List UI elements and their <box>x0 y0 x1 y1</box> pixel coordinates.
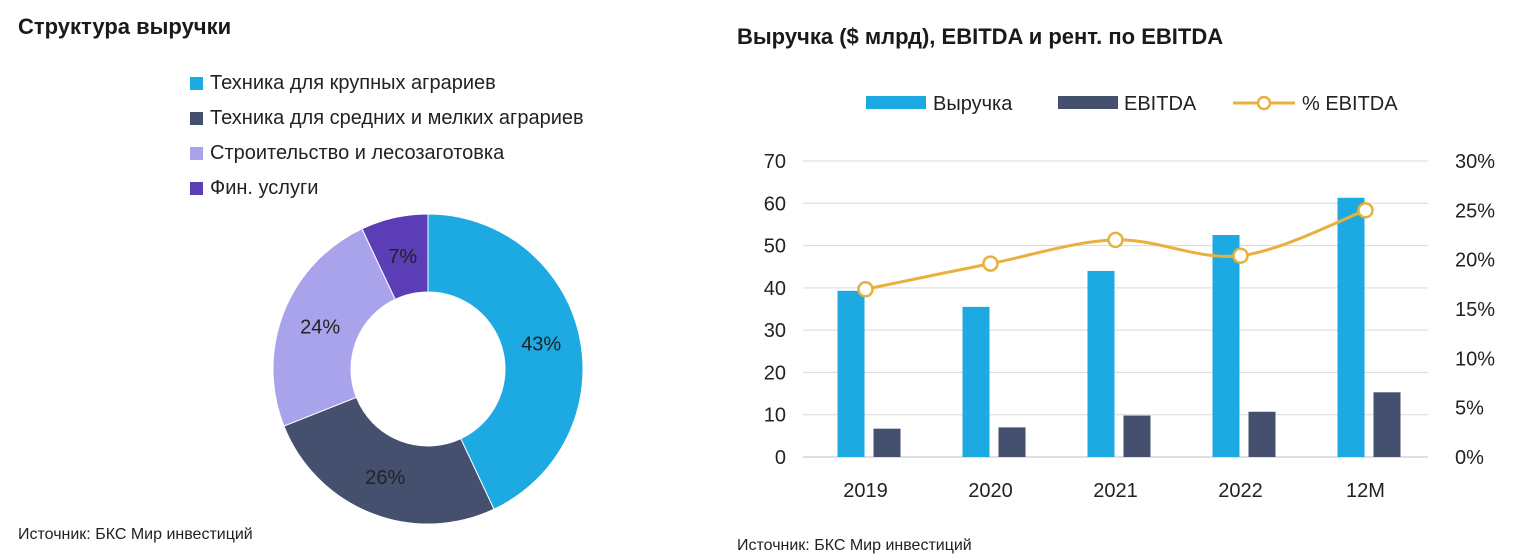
x-tick-label: 2021 <box>1093 480 1138 502</box>
revenue-bar <box>837 290 865 457</box>
legend-label: Техника для средних и мелких аграриев <box>210 107 584 129</box>
revenue-structure-donut-chart: 43% 26% 24% 7% <box>272 213 584 525</box>
revenue-bar <box>962 306 990 457</box>
y-left-tick-label: 0 <box>775 447 786 469</box>
legend-label: Техника для крупных аграриев <box>210 72 496 94</box>
ebitda-margin-point <box>1232 247 1249 264</box>
y-left-tick-label: 60 <box>764 193 786 215</box>
donut-slice-label: 24% <box>300 316 340 338</box>
ebitda-bar <box>1248 411 1276 457</box>
y-left-tick-label: 30 <box>764 320 786 342</box>
donut-slice <box>283 396 495 525</box>
x-tick-label: 2022 <box>1218 480 1263 502</box>
ebitda-margin-point <box>982 255 999 272</box>
left-source-note: Источник: БКС Мир инвестиций <box>18 526 253 543</box>
y-right-tick-label: 10% <box>1455 348 1495 370</box>
y-left-tick-label: 10 <box>764 405 786 427</box>
legend-item: Техника для крупных аграриев <box>190 66 584 101</box>
ebitda-margin-point <box>1107 231 1124 249</box>
x-tick-label: 12M <box>1346 480 1385 502</box>
legend-label: EBITDA <box>1124 93 1197 115</box>
legend-swatch <box>1058 96 1118 109</box>
y-right-tick-label: 30% <box>1455 151 1495 173</box>
ebitda-bar <box>1123 415 1151 457</box>
revenue-ebitda-chart-title: Выручка ($ млрд), EBITDA и рент. по EBIT… <box>737 24 1224 49</box>
y-right-tick-label: 25% <box>1455 200 1495 222</box>
y-right-tick-label: 5% <box>1455 398 1484 420</box>
legend-marker <box>1256 95 1272 111</box>
legend-label: % EBITDA <box>1302 93 1398 115</box>
revenue-structure-title: Структура выручки <box>18 14 232 39</box>
revenue-bar <box>1337 197 1365 457</box>
ebitda-margin-line <box>865 208 1367 291</box>
legend-swatch <box>190 77 203 90</box>
chart-legend: Выручка EBITDA % EBITDA <box>866 93 1398 115</box>
y-left-tick-label: 40 <box>764 278 786 300</box>
y-right-tick-label: 20% <box>1455 250 1495 272</box>
x-tick-label: 2019 <box>843 480 888 502</box>
legend-label: Строительство и лесозаготовка <box>210 142 505 164</box>
legend-swatch <box>866 96 926 109</box>
right-source-note: Источник: БКС Мир инвестиций <box>737 537 972 554</box>
donut-legend: Техника для крупных аграриев Техника для … <box>190 66 584 206</box>
ebitda-bar <box>873 428 901 457</box>
legend-label: Фин. услуги <box>210 177 319 199</box>
ebitda-bar <box>1373 392 1401 457</box>
donut-slice-label: 7% <box>388 246 417 268</box>
revenue-bar <box>1087 270 1115 457</box>
donut-slice-label: 43% <box>521 334 561 356</box>
ebitda-margin-point <box>1357 202 1374 219</box>
donut-slice <box>427 213 584 510</box>
donut-slice <box>361 213 429 300</box>
donut-slice <box>272 228 396 427</box>
y-left-tick-label: 20 <box>764 362 786 384</box>
y-left-tick-label: 70 <box>764 151 786 173</box>
x-tick-label: 2020 <box>968 480 1013 502</box>
y-left-tick-label: 50 <box>764 236 786 258</box>
y-right-tick-label: 15% <box>1455 299 1495 321</box>
donut-slice-label: 26% <box>365 467 405 489</box>
legend-swatch <box>190 182 203 195</box>
y-right-tick-label: 0% <box>1455 447 1484 469</box>
ebitda-bar <box>998 427 1026 457</box>
revenue-bar <box>1212 235 1240 457</box>
ebitda-margin-point <box>857 281 874 298</box>
legend-swatch <box>190 112 203 125</box>
legend-item: Строительство и лесозаготовка <box>190 136 584 171</box>
legend-swatch <box>190 147 203 160</box>
legend-item: Фин. услуги <box>190 171 584 206</box>
legend-item: Техника для средних и мелких аграриев <box>190 101 584 136</box>
legend-label: Выручка <box>933 93 1013 115</box>
